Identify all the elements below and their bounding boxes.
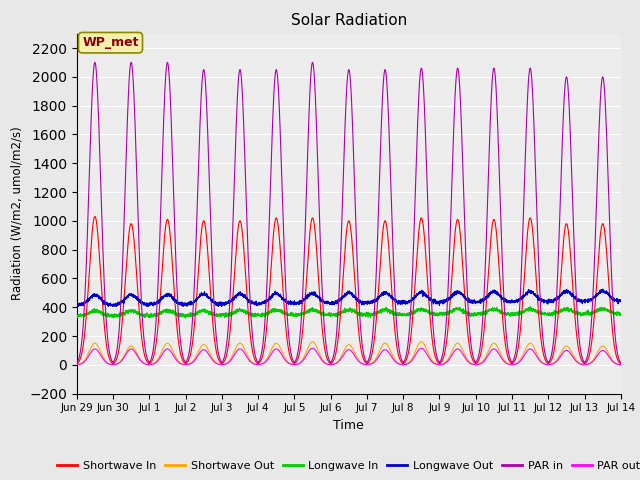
Title: Solar Radiation: Solar Radiation: [291, 13, 407, 28]
Y-axis label: Radiation (W/m2, umol/m2/s): Radiation (W/m2, umol/m2/s): [11, 127, 24, 300]
Text: WP_met: WP_met: [82, 36, 139, 49]
X-axis label: Time: Time: [333, 419, 364, 432]
Legend: Shortwave In, Shortwave Out, Longwave In, Longwave Out, PAR in, PAR out: Shortwave In, Shortwave Out, Longwave In…: [52, 457, 640, 476]
